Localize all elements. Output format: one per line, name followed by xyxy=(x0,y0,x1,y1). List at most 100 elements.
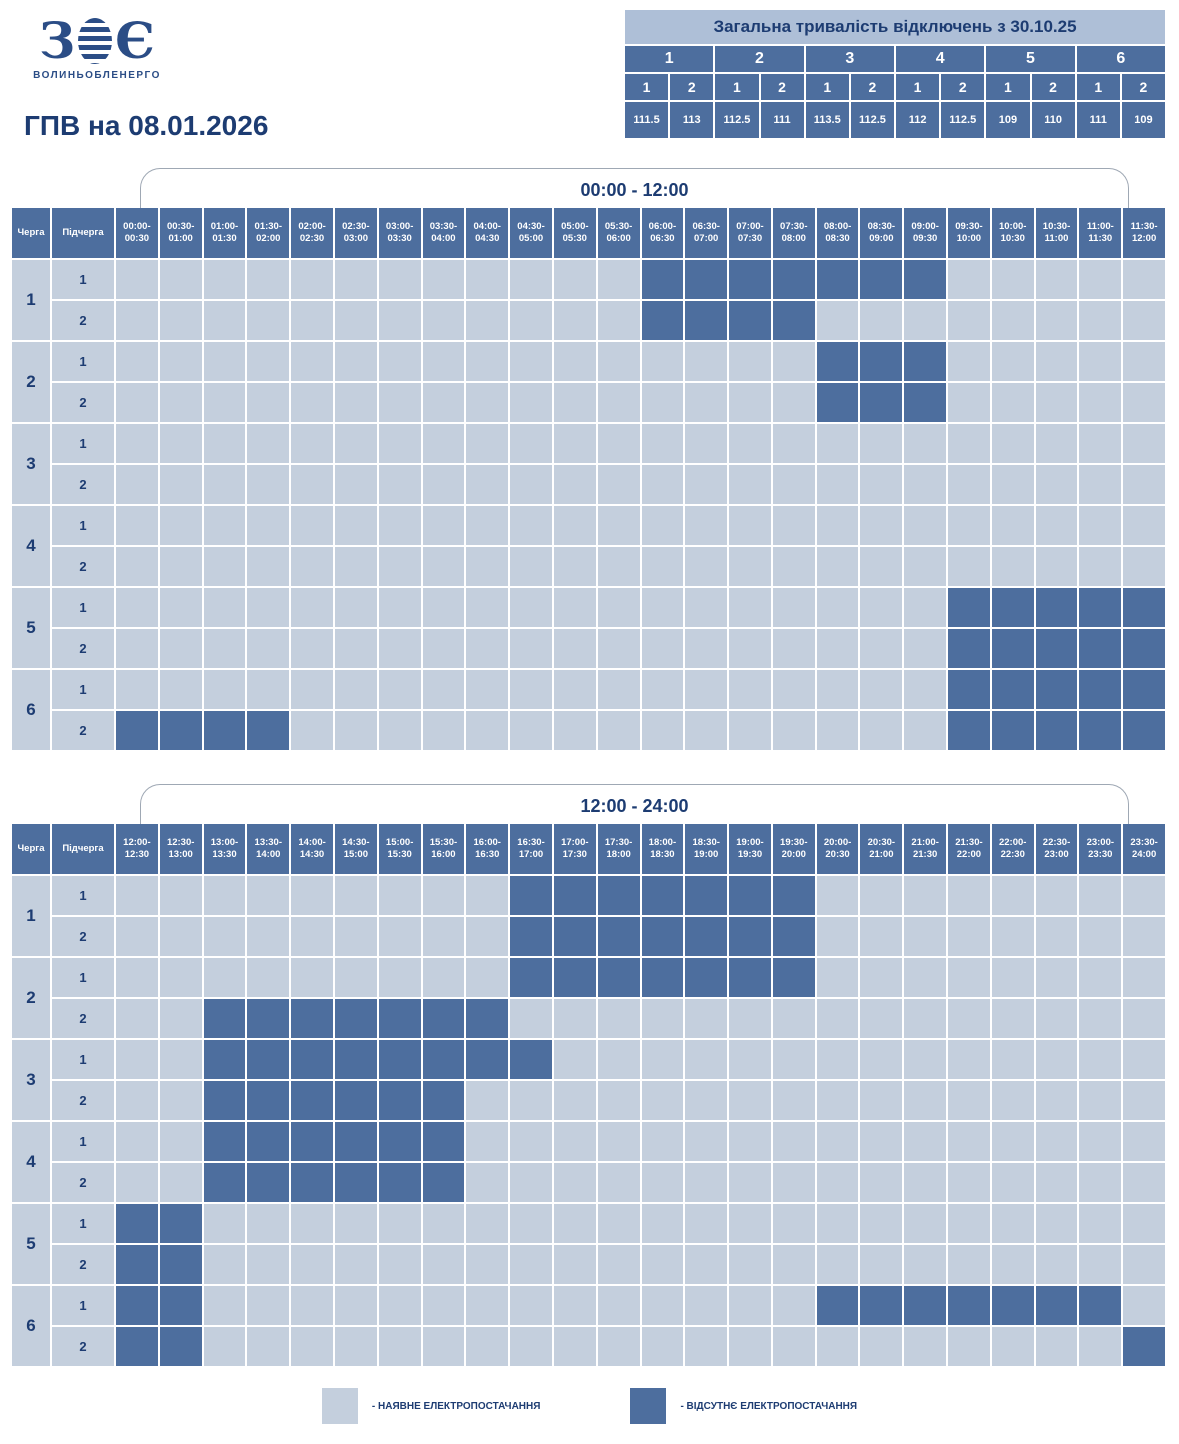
power-on-cell xyxy=(772,999,815,1038)
power-on-cell xyxy=(860,547,903,586)
power-on-cell xyxy=(203,588,246,627)
power-on-cell xyxy=(159,958,202,997)
power-on-cell xyxy=(247,876,290,915)
power-on-cell xyxy=(1123,1122,1165,1161)
subqueue-number: 2 xyxy=(52,383,114,422)
power-on-cell xyxy=(816,547,859,586)
time-slot-header: 04:00- 04:30 xyxy=(466,208,509,258)
summary-subqueue: 1 xyxy=(715,74,759,100)
power-on-cell xyxy=(203,260,246,299)
subqueue-number: 1 xyxy=(52,588,114,627)
power-on-cell xyxy=(247,1327,290,1366)
outage-cell xyxy=(860,383,903,422)
power-on-cell xyxy=(159,876,202,915)
power-on-cell xyxy=(203,876,246,915)
power-on-cell xyxy=(159,465,202,504)
power-on-cell xyxy=(1123,1204,1165,1243)
power-on-cell xyxy=(860,917,903,956)
power-on-cell xyxy=(378,260,421,299)
power-on-cell xyxy=(641,1081,684,1120)
power-on-cell xyxy=(553,1327,596,1366)
power-on-cell xyxy=(816,1122,859,1161)
power-on-cell xyxy=(378,1245,421,1284)
power-on-cell xyxy=(816,506,859,545)
power-on-cell xyxy=(1079,506,1122,545)
power-on-cell xyxy=(291,342,333,381)
power-on-cell xyxy=(334,383,377,422)
subqueue-number: 2 xyxy=(52,1327,114,1366)
power-on-cell xyxy=(466,1122,509,1161)
power-on-cell xyxy=(247,917,290,956)
outage-cell xyxy=(291,1163,333,1202)
power-on-cell xyxy=(378,547,421,586)
power-on-cell xyxy=(685,1163,728,1202)
power-on-cell xyxy=(1079,958,1122,997)
power-on-cell xyxy=(904,424,947,463)
power-on-cell xyxy=(116,958,158,997)
time-slot-header: 14:00- 14:30 xyxy=(291,824,333,874)
company-logo: З Є ВОЛИНЬОБЛЕНЕРГО xyxy=(22,16,172,82)
power-on-cell xyxy=(553,629,596,668)
power-on-cell xyxy=(1079,1327,1122,1366)
power-on-cell xyxy=(203,383,246,422)
power-on-cell xyxy=(816,588,859,627)
power-on-cell xyxy=(378,301,421,340)
outage-cell xyxy=(685,260,728,299)
power-on-cell xyxy=(772,424,815,463)
power-on-cell xyxy=(597,999,640,1038)
power-on-cell xyxy=(466,1286,509,1325)
time-slot-header: 00:30- 01:00 xyxy=(159,208,202,258)
power-on-cell xyxy=(772,1204,815,1243)
power-on-cell xyxy=(159,670,202,709)
outage-cell xyxy=(685,958,728,997)
power-on-cell xyxy=(203,547,246,586)
power-on-cell xyxy=(991,424,1034,463)
power-on-cell xyxy=(641,506,684,545)
power-on-cell xyxy=(772,1081,815,1120)
outage-cell xyxy=(1079,711,1122,750)
logo-company-name: ВОЛИНЬОБЛЕНЕРГО xyxy=(33,70,161,81)
outage-cell xyxy=(334,1163,377,1202)
time-slot-header: 12:30- 13:00 xyxy=(159,824,202,874)
power-on-cell xyxy=(991,1040,1034,1079)
power-on-cell xyxy=(159,588,202,627)
power-on-cell xyxy=(466,1081,509,1120)
outage-cell xyxy=(510,958,552,997)
power-on-cell xyxy=(116,465,158,504)
power-on-cell xyxy=(860,670,903,709)
summary-hours-value: 111 xyxy=(1076,102,1120,138)
power-on-cell xyxy=(422,1327,465,1366)
power-on-cell xyxy=(422,958,465,997)
summary-subqueue: 2 xyxy=(1031,74,1075,100)
outage-cell xyxy=(1079,588,1122,627)
power-on-cell xyxy=(247,424,290,463)
power-on-cell xyxy=(510,342,552,381)
power-on-cell xyxy=(991,1327,1034,1366)
power-on-cell xyxy=(816,1327,859,1366)
time-slot-header: 11:00- 11:30 xyxy=(1079,208,1122,258)
power-on-cell xyxy=(291,711,333,750)
power-on-cell xyxy=(247,670,290,709)
outage-cell xyxy=(641,260,684,299)
power-on-cell xyxy=(466,1327,509,1366)
power-on-cell xyxy=(291,1245,333,1284)
power-on-cell xyxy=(510,1204,552,1243)
power-on-cell xyxy=(1079,999,1122,1038)
summary-queue-2: 2 xyxy=(715,46,804,72)
power-on-cell xyxy=(422,917,465,956)
power-on-cell xyxy=(991,876,1034,915)
outage-cell xyxy=(860,342,903,381)
power-on-cell xyxy=(860,301,903,340)
power-on-cell xyxy=(948,1327,990,1366)
queue-number: 6 xyxy=(12,670,50,750)
power-on-cell xyxy=(1123,547,1165,586)
power-on-cell xyxy=(116,917,158,956)
power-on-cell xyxy=(553,465,596,504)
power-on-cell xyxy=(291,547,333,586)
power-on-cell xyxy=(729,1122,771,1161)
power-on-cell xyxy=(816,711,859,750)
schedule-section-pm: 12:00 - 24:00 Черга Підчерга 12:00- 12:30 1… xyxy=(12,784,1165,1366)
queue-number: 3 xyxy=(12,424,50,504)
outage-cell xyxy=(772,301,815,340)
power-on-cell xyxy=(685,629,728,668)
